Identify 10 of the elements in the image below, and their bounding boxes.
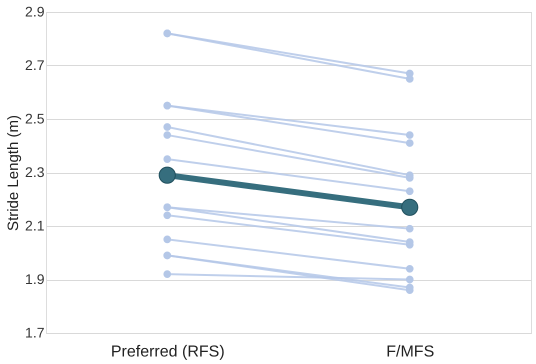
y-tick-label: 2.5 bbox=[25, 110, 45, 126]
x-tick-label: F/MFS bbox=[386, 344, 434, 360]
y-tick-label: 2.7 bbox=[25, 57, 45, 73]
y-tick-label: 1.9 bbox=[25, 271, 45, 287]
y-tick-label: 2.3 bbox=[25, 164, 45, 180]
y-tick-label: 2.9 bbox=[25, 4, 45, 20]
y-axis-title: Stride Length (m) bbox=[5, 115, 22, 231]
y-tick-label: 1.7 bbox=[25, 324, 45, 340]
x-tick-label: Preferred (RFS) bbox=[110, 344, 225, 360]
y-tick-label: 2.1 bbox=[25, 218, 45, 234]
